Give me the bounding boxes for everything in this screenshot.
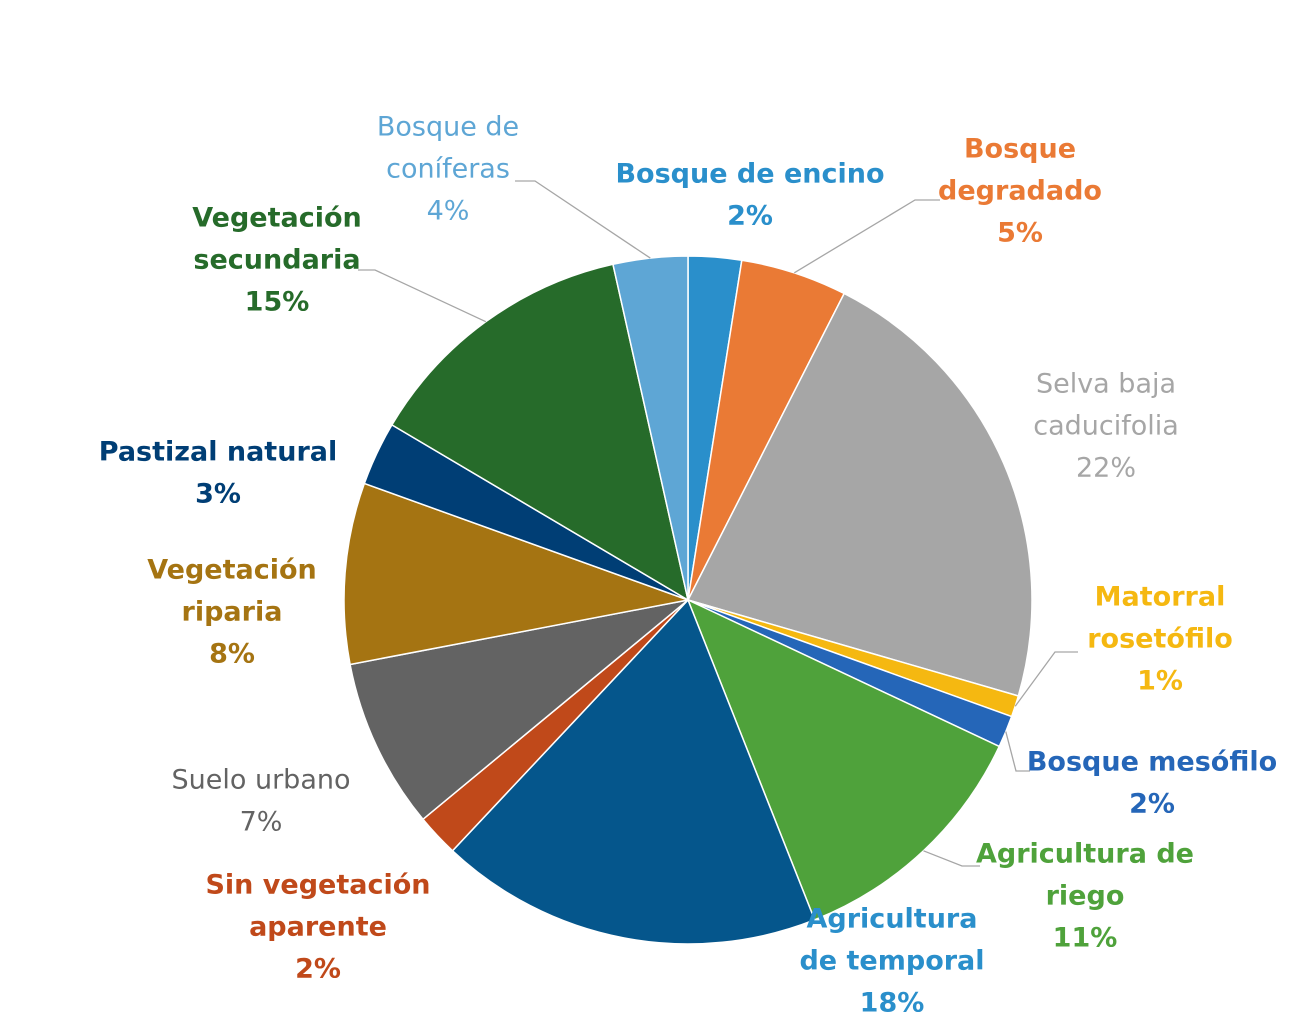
data-label-suelo-urbano: Suelo urbano 7%: [172, 765, 351, 838]
data-label-matorral-rosetofilo: Matorral rosetófilo 1%: [1087, 582, 1233, 697]
data-label-text: Vegetación: [192, 203, 362, 234]
data-label-text: aparente: [249, 912, 387, 943]
data-label-percent: 5%: [997, 218, 1043, 249]
data-label-text: Suelo urbano: [172, 765, 351, 796]
data-label-text: secundaria: [193, 245, 360, 276]
data-label-bosque-de-coniferas: Bosque de coníferas 4%: [377, 112, 519, 227]
data-label-pastizal-natural: Pastizal natural 3%: [99, 437, 337, 510]
data-label-percent: 7%: [240, 807, 283, 838]
data-label-percent: 2%: [295, 954, 341, 985]
data-label-text: Selva baja: [1036, 369, 1176, 400]
data-label-text: caducifolia: [1033, 411, 1179, 442]
data-label-text: degradado: [938, 176, 1102, 207]
data-label-sin-vegetacion-aparente: Sin vegetación aparente 2%: [205, 870, 430, 985]
slice-selva-baja-caducifolia: [686, 292, 1033, 697]
data-label-percent: 3%: [195, 479, 241, 510]
data-label-text: riparia: [182, 597, 283, 628]
slice-vegetacion-secundaria: [390, 263, 690, 602]
leader-line-bosque-degradado: [793, 199, 940, 274]
data-label-text: Pastizal natural: [99, 437, 337, 468]
data-label-bosque-de-encino: Bosque de encino 2%: [615, 159, 884, 232]
data-labels: Bosque de encino 2% Bosque degradado 5% Selva…: [99, 112, 1277, 1019]
leader-lines: [358, 180, 1078, 867]
data-label-text: Agricultura de: [976, 839, 1194, 870]
data-label-selva-baja-caducifolia: Selva baja caducifolia 22%: [1033, 369, 1179, 484]
data-label-text: Bosque de encino: [615, 159, 884, 190]
leader-line-vegetacion-secundaria: [358, 269, 487, 323]
leader-line-bosque-de-coniferas: [515, 180, 651, 259]
data-label-text: Bosque: [964, 134, 1076, 165]
data-label-percent: 22%: [1076, 453, 1136, 484]
leader-line-matorral-rosetofilo: [1014, 651, 1078, 707]
data-label-percent: 8%: [209, 639, 255, 670]
data-label-text: Bosque de: [377, 112, 519, 143]
data-label-agricultura-de-riego: Agricultura de riego 11%: [976, 839, 1194, 954]
data-label-percent: 4%: [427, 196, 470, 227]
data-label-percent: 2%: [727, 201, 773, 232]
data-label-text: Bosque mesófilo: [1027, 747, 1277, 778]
slice-agricultura-de-temporal: [451, 598, 816, 945]
slice-vegetacion-riparia: [343, 482, 691, 666]
data-label-text: Agricultura: [807, 904, 978, 935]
data-label-text: Vegetación: [147, 555, 317, 586]
data-label-text: coníferas: [386, 154, 510, 185]
slice-agricultura-de-riego: [686, 598, 1001, 921]
data-label-vegetacion-riparia: Vegetación riparia 8%: [147, 555, 317, 670]
data-label-text: de temporal: [799, 946, 984, 977]
data-label-percent: 11%: [1053, 923, 1118, 954]
data-label-bosque-mesofilo: Bosque mesófilo 2%: [1027, 747, 1277, 820]
leader-line-bosque-mesofilo: [1005, 731, 1030, 772]
data-label-bosque-degradado: Bosque degradado 5%: [938, 134, 1102, 249]
slice-suelo-urbano: [349, 599, 689, 821]
data-label-percent: 18%: [860, 988, 925, 1019]
data-label-percent: 2%: [1129, 789, 1175, 820]
data-label-text: riego: [1046, 881, 1125, 912]
data-label-text: Matorral: [1095, 582, 1226, 613]
leader-line-agricultura-de-riego: [923, 850, 980, 867]
data-label-agricultura-de-temporal: Agricultura de temporal 18%: [799, 904, 984, 1019]
data-label-percent: 1%: [1137, 666, 1183, 697]
data-label-text: Sin vegetación: [205, 870, 430, 901]
data-label-vegetacion-secundaria: Vegetación secundaria 15%: [192, 203, 362, 318]
data-label-text: rosetófilo: [1087, 624, 1233, 655]
data-label-percent: 15%: [245, 287, 310, 318]
pie-slices: [343, 255, 1033, 945]
